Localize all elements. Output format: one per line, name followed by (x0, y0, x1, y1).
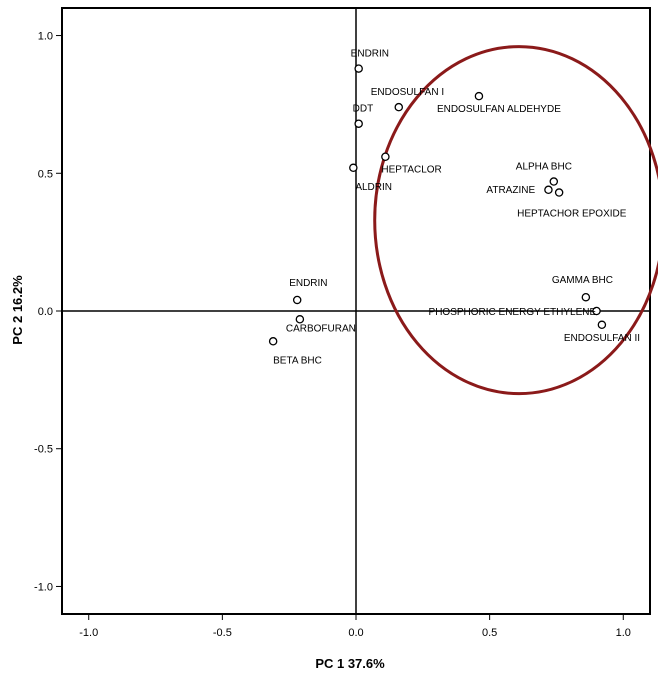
data-point (354, 119, 363, 128)
y-tick-label: -1.0 (34, 581, 53, 593)
data-point (554, 188, 564, 197)
highlight-ellipse (373, 45, 658, 396)
data-point (394, 102, 404, 112)
point-label: ATRAZINE (486, 185, 535, 196)
data-point (268, 337, 278, 346)
x-tick-label: 0.0 (348, 627, 363, 639)
x-tick-label: -1.0 (79, 627, 98, 639)
data-point (354, 64, 363, 73)
x-tick-label: -0.5 (213, 627, 232, 639)
point-label: HEPTACHOR EPOXIDE (517, 209, 627, 220)
y-tick-label: 1.0 (38, 31, 53, 43)
point-label: GAMMA BHC (552, 275, 613, 286)
point-label: ALPHA BHC (516, 162, 572, 173)
x-tick-label: 0.5 (482, 627, 497, 639)
data-point (349, 163, 358, 173)
point-label: ENDRIN (351, 49, 389, 60)
x-tick-label: 1.0 (616, 627, 631, 639)
data-point (295, 315, 305, 324)
point-label: ENDOSULFAN I (371, 87, 444, 98)
point-label: ALDRIN (355, 182, 392, 193)
data-point (597, 320, 607, 330)
point-label: BETA BHC (273, 355, 322, 366)
y-tick-label: 0.0 (38, 306, 53, 318)
data-point (381, 152, 390, 161)
point-label: CARBOFURAN (286, 323, 356, 334)
point-label: PHOSPHORIC ENERGY ETHYLENE (429, 307, 597, 318)
y-tick-label: 0.5 (38, 168, 53, 180)
data-point (549, 177, 559, 186)
data-point (544, 185, 553, 195)
point-label: ENDOSULFAN ALDEHYDE (437, 104, 561, 115)
y-axis-title: PC 2 16.2% (10, 275, 25, 345)
data-point (581, 292, 591, 302)
point-label: ENDOSULFAN II (564, 333, 640, 344)
point-label: ENDRIN (289, 278, 327, 289)
y-tick-label: -0.5 (34, 444, 53, 456)
data-point (292, 295, 302, 305)
data-point (592, 306, 601, 316)
data-point (474, 91, 484, 101)
point-label: HEPTACLOR (381, 165, 441, 176)
x-axis-title: PC 1 37.6% (315, 656, 385, 671)
point-label: DDT (353, 104, 374, 115)
